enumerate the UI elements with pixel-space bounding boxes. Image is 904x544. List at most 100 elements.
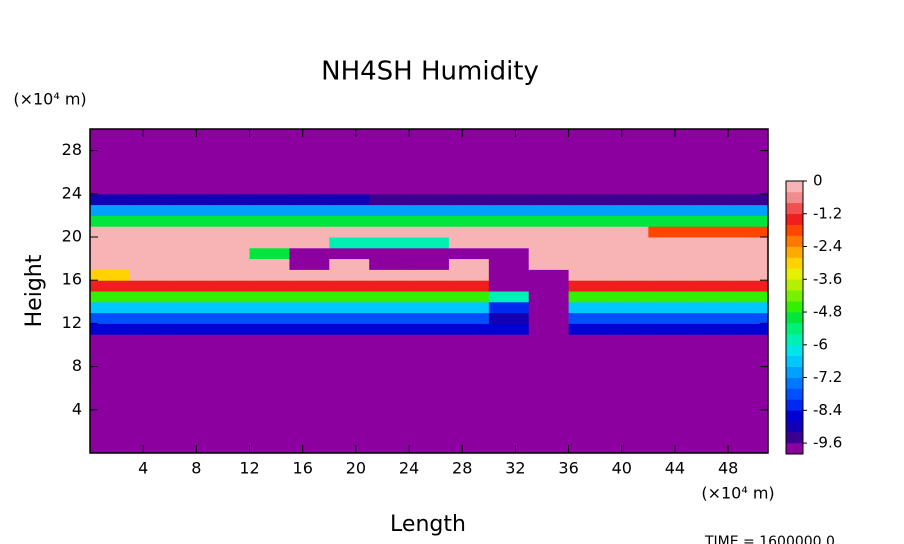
heat-cell bbox=[289, 204, 330, 216]
heat-cell bbox=[249, 323, 290, 335]
heat-cell bbox=[209, 215, 251, 227]
x-tick-label: 20 bbox=[346, 459, 366, 478]
colorbar-swatch bbox=[786, 432, 803, 444]
heat-cell bbox=[648, 247, 689, 260]
heat-cell bbox=[608, 312, 649, 324]
heat-cell bbox=[249, 215, 290, 227]
heat-cell bbox=[209, 312, 251, 324]
x-unit: (×10⁴ m) bbox=[701, 484, 774, 503]
heat-cell bbox=[369, 193, 410, 206]
heat-cell bbox=[249, 226, 290, 238]
heat-cell bbox=[409, 301, 450, 314]
heat-cell bbox=[528, 247, 570, 260]
x-tick-label: 16 bbox=[293, 459, 313, 478]
heat-cell bbox=[369, 215, 410, 227]
x-tick-label: 8 bbox=[191, 459, 201, 478]
heat-cell bbox=[369, 334, 410, 454]
heat-cell bbox=[129, 323, 171, 335]
heat-cell bbox=[528, 269, 570, 281]
heat-cell bbox=[448, 291, 490, 303]
heat-cell bbox=[688, 247, 729, 260]
heat-cell bbox=[568, 247, 609, 260]
heat-cell bbox=[568, 334, 609, 454]
colorbar-swatch bbox=[786, 399, 803, 411]
heat-cell bbox=[249, 129, 290, 195]
colorbar-tick-label: -1.2 bbox=[813, 204, 842, 222]
heat-cell bbox=[728, 301, 769, 314]
heat-cell bbox=[289, 301, 330, 314]
heat-cell bbox=[129, 258, 171, 270]
heat-cell bbox=[488, 323, 530, 335]
heat-cell bbox=[329, 237, 370, 249]
colorbar-swatch bbox=[786, 268, 803, 280]
heat-cell bbox=[369, 291, 410, 303]
heat-cell bbox=[688, 215, 729, 227]
heat-cell bbox=[209, 334, 251, 454]
heat-cell bbox=[369, 312, 410, 324]
x-tick-label: 32 bbox=[505, 459, 525, 478]
heat-cell bbox=[409, 247, 450, 260]
heat-cell bbox=[369, 258, 410, 270]
heat-cell bbox=[528, 204, 570, 216]
heat-cell bbox=[90, 193, 131, 206]
heat-cell bbox=[129, 226, 171, 238]
heat-cell bbox=[409, 280, 450, 292]
colorbar-swatch bbox=[786, 181, 803, 193]
heat-cell bbox=[608, 215, 649, 227]
heat-cell bbox=[568, 280, 609, 292]
colorbar-tick-label: -8.4 bbox=[813, 401, 842, 419]
heat-cell bbox=[688, 129, 729, 195]
heat-cell bbox=[169, 258, 211, 270]
heat-cell bbox=[209, 291, 251, 303]
heat-cell bbox=[448, 334, 490, 454]
heat-cell bbox=[488, 247, 530, 260]
heat-cell bbox=[90, 291, 131, 303]
plot-frame bbox=[89, 128, 769, 454]
heat-cell bbox=[528, 129, 570, 195]
colorbar-swatch bbox=[786, 257, 803, 269]
heat-cell bbox=[608, 204, 649, 216]
heat-cell bbox=[688, 193, 729, 206]
heat-cell bbox=[90, 129, 131, 195]
heat-cell bbox=[648, 312, 689, 324]
heat-cell bbox=[688, 226, 729, 238]
heat-cell bbox=[169, 193, 211, 206]
heat-cell bbox=[728, 237, 769, 249]
heat-cell bbox=[648, 291, 689, 303]
heat-cell bbox=[688, 258, 729, 270]
heat-cell bbox=[448, 323, 490, 335]
heat-cell bbox=[409, 291, 450, 303]
heat-cell bbox=[289, 269, 330, 281]
heat-cell bbox=[329, 312, 370, 324]
heat-cell bbox=[249, 334, 290, 454]
heat-cell bbox=[528, 226, 570, 238]
heat-cell bbox=[728, 323, 769, 335]
heat-cell bbox=[289, 323, 330, 335]
y-unit: (×10⁴ m) bbox=[13, 90, 86, 109]
heat-cell bbox=[129, 247, 171, 260]
colorbar-swatch bbox=[786, 366, 803, 378]
heat-cell bbox=[409, 226, 450, 238]
heat-cell bbox=[289, 280, 330, 292]
heat-cell bbox=[608, 323, 649, 335]
heat-cell bbox=[488, 237, 530, 249]
heat-cell bbox=[129, 269, 171, 281]
heat-cell bbox=[648, 226, 689, 238]
heat-cell bbox=[90, 226, 131, 238]
heat-cell bbox=[448, 247, 490, 260]
heat-cell bbox=[448, 129, 490, 195]
heat-cell bbox=[568, 312, 609, 324]
heat-cell bbox=[90, 258, 131, 270]
heat-cell bbox=[568, 258, 609, 270]
heat-cell bbox=[329, 334, 370, 454]
heat-cell bbox=[209, 193, 251, 206]
heat-cell bbox=[129, 204, 171, 216]
heat-cell bbox=[488, 301, 530, 314]
heat-cell bbox=[488, 291, 530, 303]
heat-cell bbox=[329, 204, 370, 216]
x-tick-label: 4 bbox=[138, 459, 148, 478]
heat-cell bbox=[329, 258, 370, 270]
heat-cell bbox=[528, 334, 570, 454]
heat-cell bbox=[289, 291, 330, 303]
heat-cell bbox=[528, 258, 570, 270]
